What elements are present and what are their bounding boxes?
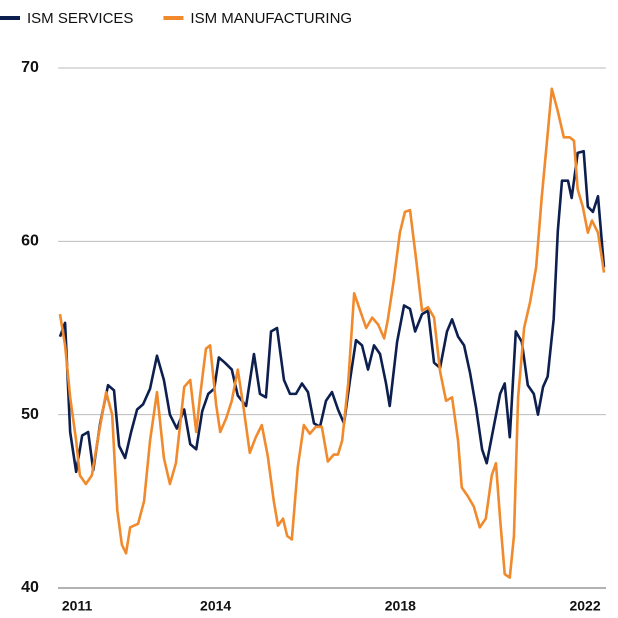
x-tick-label: 2011 (62, 598, 93, 614)
series-line (58, 87, 606, 579)
x-tick-label: 2018 (385, 598, 416, 614)
y-tick-label: 60 (21, 233, 39, 250)
x-tick-label: 2022 (569, 598, 600, 614)
legend-label: ISM MANUFACTURING (190, 10, 352, 27)
x-tick-label: 2014 (200, 598, 231, 614)
y-tick-label: 70 (21, 59, 39, 76)
series-line (58, 149, 606, 474)
y-tick-label: 40 (21, 579, 39, 596)
y-tick-label: 50 (21, 406, 39, 423)
legend-label: ISM SERVICES (27, 10, 133, 27)
